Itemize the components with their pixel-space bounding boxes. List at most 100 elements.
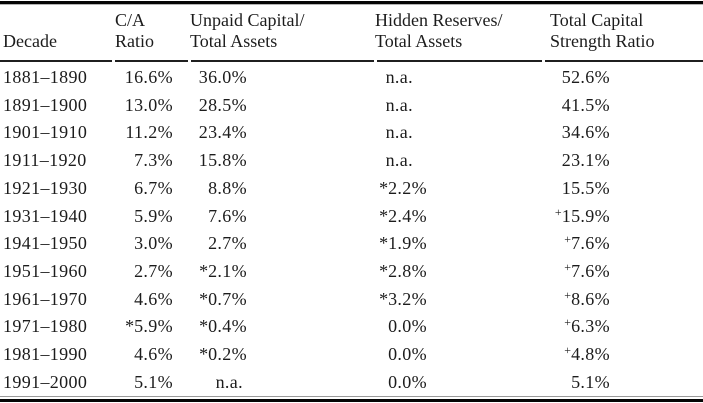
cell-total: 15.5% bbox=[561, 177, 610, 198]
cell-ca: *5.9% bbox=[125, 316, 173, 337]
asterisk-marker: * bbox=[199, 260, 209, 281]
header-line: Decade bbox=[3, 31, 57, 51]
top-rule bbox=[0, 1, 703, 5]
cell-unpaid: *0.4% bbox=[199, 316, 247, 337]
table-row: 1941–1950 3.0% 2.7% *1.9% +7.6% bbox=[0, 230, 703, 258]
cell-decade: 1981–1990 bbox=[3, 344, 88, 365]
cell-unpaid: 8.8% bbox=[208, 177, 247, 198]
asterisk-marker: * bbox=[379, 177, 389, 198]
header-line: Ratio bbox=[115, 31, 154, 51]
cell-unpaid: 28.5% bbox=[198, 94, 247, 115]
header-line: Total Capital bbox=[550, 10, 644, 30]
cell-unpaid: n.a. bbox=[215, 371, 243, 392]
header-line: Total Assets bbox=[375, 31, 463, 51]
col-header-unpaid-capital: Unpaid Capital/ Total Assets bbox=[175, 5, 304, 62]
table-row: 1881–1890 16.6% 36.0% n.a. 52.6% bbox=[0, 61, 703, 92]
header-rule-break bbox=[112, 60, 115, 62]
header-rule-break bbox=[542, 60, 545, 62]
cell-ca: 16.6% bbox=[124, 67, 173, 87]
cell-total: +6.3% bbox=[564, 315, 610, 337]
cell-decade: 1951–1960 bbox=[3, 260, 88, 281]
cell-decade: 1881–1890 bbox=[3, 67, 88, 87]
cell-decade: 1931–1940 bbox=[3, 205, 88, 226]
cell-unpaid: 36.0% bbox=[198, 67, 247, 87]
cell-decade: 1891–1900 bbox=[3, 94, 88, 115]
header-line: Total Assets bbox=[190, 31, 278, 51]
header-rule-break bbox=[374, 60, 377, 62]
cell-hidden: n.a. bbox=[385, 67, 413, 87]
asterisk-marker: * bbox=[199, 288, 209, 309]
asterisk-marker: * bbox=[199, 316, 209, 337]
cell-hidden: 0.0% bbox=[388, 344, 427, 365]
cell-total: 5.1% bbox=[571, 371, 610, 392]
asterisk-marker: * bbox=[379, 205, 389, 226]
col-header-decade: Decade bbox=[0, 5, 110, 62]
cell-hidden: *2.4% bbox=[379, 205, 427, 226]
cell-ca: 2.7% bbox=[134, 260, 173, 281]
cell-hidden: *1.9% bbox=[379, 233, 427, 254]
bottom-thick-rule bbox=[0, 399, 703, 403]
cell-ca: 5.1% bbox=[134, 371, 173, 392]
cell-total: +15.9% bbox=[554, 204, 610, 226]
cell-unpaid: *2.1% bbox=[199, 260, 247, 281]
cell-decade: 1991–2000 bbox=[3, 371, 88, 392]
plus-marker: + bbox=[564, 315, 572, 330]
table-row: 1921–1930 6.7% 8.8% *2.2% 15.5% bbox=[0, 175, 703, 203]
table-header: Decade C/A Ratio Unpaid Capital/ Total A… bbox=[0, 5, 703, 62]
cell-decade: 1961–1970 bbox=[3, 288, 88, 309]
plus-marker: + bbox=[564, 232, 572, 247]
cell-ca: 13.0% bbox=[124, 94, 173, 115]
asterisk-marker: * bbox=[125, 316, 135, 337]
asterisk-marker: * bbox=[199, 344, 209, 365]
cell-hidden: n.a. bbox=[385, 122, 413, 143]
cell-hidden: *2.2% bbox=[379, 177, 427, 198]
cell-hidden: *2.8% bbox=[379, 260, 427, 281]
cell-total: 23.1% bbox=[561, 150, 610, 171]
plus-marker: + bbox=[564, 287, 572, 302]
cell-hidden: *3.2% bbox=[379, 288, 427, 309]
table-body: 1881–1890 16.6% 36.0% n.a. 52.6% 1891–1900 13.… bbox=[0, 61, 703, 396]
capital-ratios-table: Decade C/A Ratio Unpaid Capital/ Total A… bbox=[0, 5, 703, 396]
asterisk-marker: * bbox=[379, 260, 389, 281]
asterisk-marker: * bbox=[379, 288, 389, 309]
cell-decade: 1941–1950 bbox=[3, 233, 88, 254]
cell-decade: 1901–1910 bbox=[3, 122, 88, 143]
col-header-total-capital: Total Capital Strength Ratio bbox=[435, 5, 703, 62]
bottom-rule-gap bbox=[0, 397, 703, 400]
col-header-hidden-reserves: Hidden Reserves/ Total Assets bbox=[255, 5, 502, 62]
cell-unpaid: 2.7% bbox=[208, 233, 247, 254]
cell-decade: 1911–1920 bbox=[3, 150, 87, 171]
cell-hidden: n.a. bbox=[385, 94, 413, 115]
table-row: 1931–1940 5.9% 7.6% *2.4% +15.9% bbox=[0, 203, 703, 231]
table-row: 1991–2000 5.1% n.a. 0.0% 5.1% bbox=[0, 369, 703, 397]
table-row: 1951–1960 2.7% *2.1% *2.8% +7.6% bbox=[0, 258, 703, 286]
cell-total: 41.5% bbox=[561, 94, 610, 115]
cell-unpaid: *0.2% bbox=[199, 344, 247, 365]
cell-total: 34.6% bbox=[561, 122, 610, 143]
asterisk-marker: * bbox=[379, 233, 389, 254]
plus-marker: + bbox=[564, 343, 572, 358]
cell-decade: 1971–1980 bbox=[3, 316, 88, 337]
cell-ca: 7.3% bbox=[134, 150, 173, 171]
col-header-ca-ratio: C/A Ratio bbox=[110, 5, 175, 62]
cell-unpaid: *0.7% bbox=[199, 288, 247, 309]
cell-hidden: 0.0% bbox=[388, 371, 427, 392]
cell-decade: 1921–1930 bbox=[3, 177, 88, 198]
header-line: Strength Ratio bbox=[550, 31, 655, 51]
table-row: 1971–1980 *5.9% *0.4% 0.0% +6.3% bbox=[0, 313, 703, 341]
header-line: Unpaid Capital/ bbox=[190, 10, 305, 30]
cell-total: +7.6% bbox=[564, 232, 610, 254]
cell-ca: 5.9% bbox=[134, 205, 173, 226]
cell-total: 52.6% bbox=[561, 67, 610, 87]
bottom-thin-rule bbox=[0, 396, 703, 398]
cell-hidden: 0.0% bbox=[388, 316, 427, 337]
cell-ca: 11.2% bbox=[125, 122, 173, 143]
plus-marker: + bbox=[554, 204, 562, 219]
cell-ca: 4.6% bbox=[134, 288, 173, 309]
cell-total: +4.8% bbox=[564, 343, 610, 365]
header-line: Hidden Reserves/ bbox=[375, 10, 503, 30]
header-row: Decade C/A Ratio Unpaid Capital/ Total A… bbox=[0, 5, 703, 62]
cell-total: +7.6% bbox=[564, 259, 610, 281]
cell-ca: 3.0% bbox=[134, 233, 173, 254]
